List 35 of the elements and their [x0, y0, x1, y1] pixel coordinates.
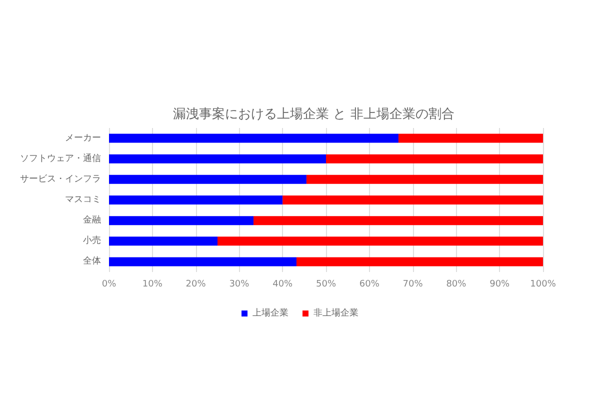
bar: [398, 134, 543, 143]
y-tick-label: メーカー: [65, 133, 101, 144]
x-tick-label: 50%: [316, 280, 336, 290]
y-tick-label: 金融: [83, 214, 101, 226]
x-tick-label: 0%: [102, 280, 117, 290]
x-tick-label: 100%: [530, 280, 556, 290]
bar: [254, 216, 543, 226]
legend-label: 上場企業: [252, 308, 288, 318]
bar: [296, 257, 543, 266]
bar: [109, 174, 306, 184]
x-tick-label: 60%: [359, 280, 380, 290]
y-tick-label: サービス・インフラ: [20, 173, 101, 184]
x-tick-label: 10%: [142, 280, 163, 290]
y-tick-label: マスコミ: [65, 195, 101, 205]
bar: [109, 257, 296, 266]
bar: [109, 236, 218, 246]
bar: [109, 196, 283, 204]
bar: [109, 134, 398, 143]
y-tick-label: 小売: [83, 235, 101, 246]
chart-title: 漏洩事案における上場企業 と 非上場企業の割合: [173, 106, 454, 122]
x-tick-label: 30%: [229, 280, 250, 290]
y-tick-label: 全体: [83, 256, 101, 267]
bar: [109, 216, 254, 226]
x-tick-label: 40%: [272, 280, 294, 290]
x-tick-label: 70%: [402, 280, 424, 290]
bar: [109, 154, 326, 164]
bar: [306, 174, 543, 184]
bar: [218, 236, 543, 246]
legend-label: 非上場企業: [314, 308, 358, 318]
x-tick-label: 90%: [490, 280, 510, 290]
bar: [326, 154, 543, 164]
x-tick-label: 20%: [186, 280, 206, 290]
x-tick-label: 80%: [446, 280, 467, 290]
y-tick-label: ソフトウェア・通信: [20, 152, 101, 164]
bar: [282, 196, 543, 204]
